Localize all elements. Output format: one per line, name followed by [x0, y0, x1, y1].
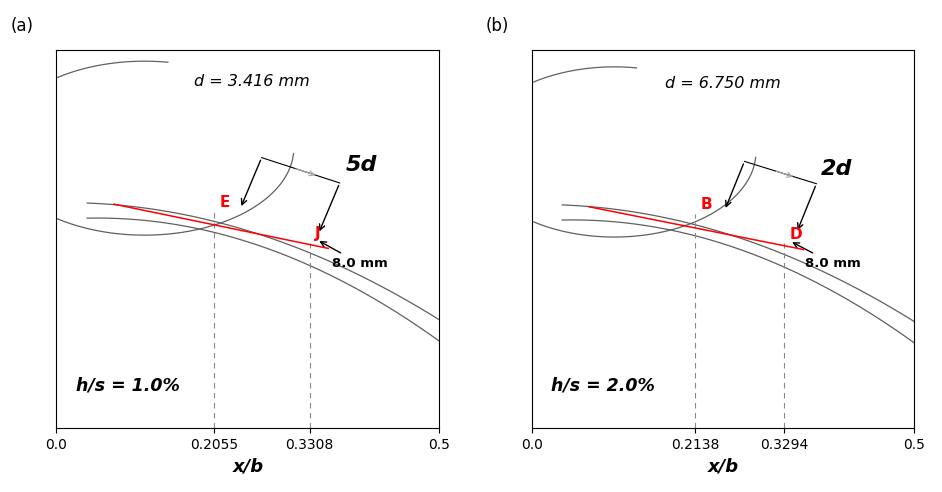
X-axis label: x/b: x/b: [233, 458, 264, 475]
Text: J: J: [315, 226, 320, 241]
Text: 2d: 2d: [821, 159, 853, 179]
Text: 8.0 mm: 8.0 mm: [320, 242, 388, 270]
Text: B: B: [701, 197, 712, 212]
Text: (a): (a): [10, 17, 34, 35]
Text: d = 3.416 mm: d = 3.416 mm: [194, 74, 310, 90]
Text: d = 6.750 mm: d = 6.750 mm: [665, 76, 781, 92]
Text: h/s = 2.0%: h/s = 2.0%: [551, 376, 655, 394]
Text: D: D: [789, 227, 802, 242]
Text: 5d: 5d: [346, 155, 377, 175]
Text: (b): (b): [486, 17, 509, 35]
Text: 8.0 mm: 8.0 mm: [793, 243, 861, 270]
Text: h/s = 1.0%: h/s = 1.0%: [75, 376, 180, 394]
Text: E: E: [219, 195, 230, 210]
X-axis label: x/b: x/b: [707, 458, 739, 475]
